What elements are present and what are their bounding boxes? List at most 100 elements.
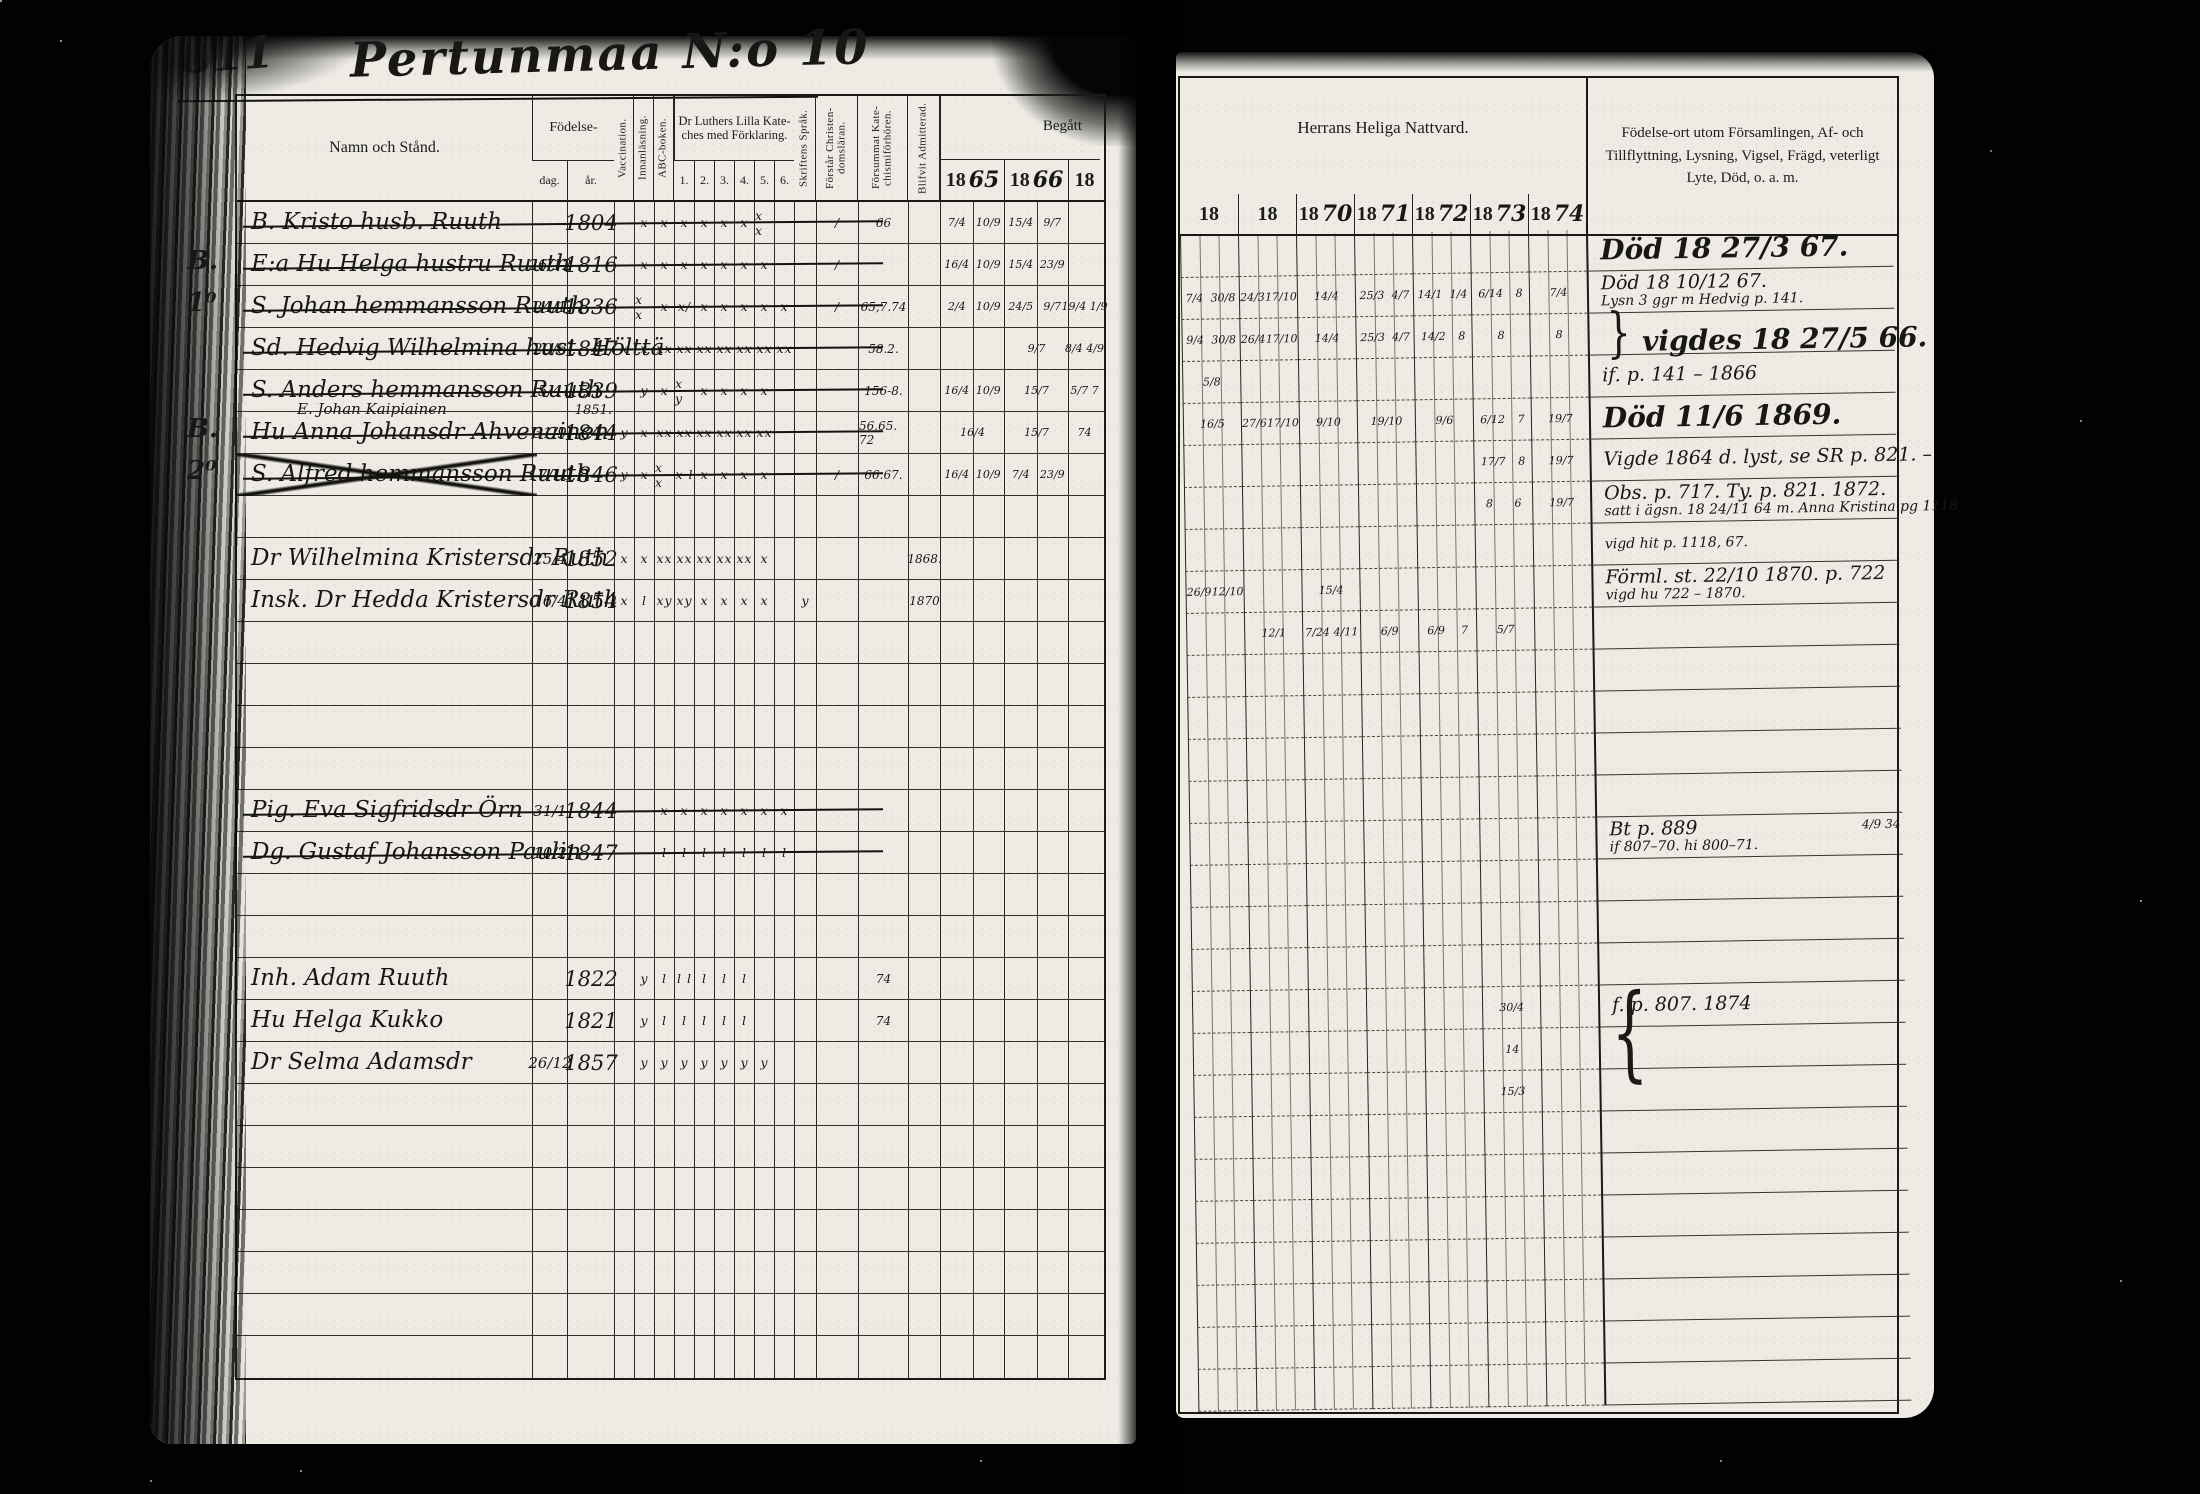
cell-mark-3: xy xyxy=(674,580,694,621)
cell-year-y65 xyxy=(940,1294,1004,1335)
kateches-sub-3: 3. xyxy=(714,160,734,200)
cell-mark-6: x xyxy=(734,286,754,327)
cell-mark-3 xyxy=(674,1084,694,1125)
cell-mark-3: l xyxy=(674,832,694,873)
cell-year-y18 xyxy=(1068,916,1100,957)
year-header-18: 18 xyxy=(1199,202,1219,225)
cell-birth-year xyxy=(567,916,614,957)
cell-note xyxy=(1594,770,1903,818)
cell-birth-day xyxy=(532,1210,567,1251)
cell-communion-5 xyxy=(1469,230,1529,274)
strike-cross xyxy=(237,454,537,496)
cell-mark-6: xx xyxy=(734,328,754,369)
cell-communion-4 xyxy=(1423,987,1483,1031)
cell-mark-6 xyxy=(734,874,754,915)
cell-mark-0: x xyxy=(614,538,634,579)
cell-note xyxy=(1593,728,1902,776)
cell-admitterad xyxy=(908,454,940,495)
cell-mark-0 xyxy=(614,874,634,915)
cell-mark-5: xx xyxy=(714,328,734,369)
cell-forsummat: 74 xyxy=(858,1000,908,1041)
cell-mark-5: x xyxy=(714,790,734,831)
cell-communion-1 xyxy=(1252,1158,1312,1201)
cell-birth-year xyxy=(567,1126,614,1167)
cell-communion-2 xyxy=(1313,1367,1373,1411)
table-row: B. Kristo husb. Ruuth 1804 x x x x x x x x/66 7/4… xyxy=(237,202,1104,244)
cell-mark-0 xyxy=(614,748,634,789)
cell-year-y18 xyxy=(1068,580,1100,621)
cell-year-y66 xyxy=(1004,538,1068,579)
cell-communion-1 xyxy=(1251,1116,1311,1159)
cell-communion-0: 7/4 30/8 xyxy=(1180,277,1240,320)
cell-mark-2 xyxy=(654,1336,674,1378)
cell-forsummat xyxy=(858,244,908,285)
cell-skrift xyxy=(794,706,816,747)
cell-communion-6 xyxy=(1541,1069,1600,1113)
cell-communion-0 xyxy=(1195,1200,1254,1244)
cell-mark-4: l xyxy=(694,832,714,873)
cell-communion-6 xyxy=(1539,985,1599,1029)
cell-mark-5: l xyxy=(714,832,734,873)
cell-mark-7 xyxy=(754,916,774,957)
margin-note: 4/9 34 xyxy=(1861,816,1901,832)
cell-admitterad xyxy=(908,748,940,789)
cell-communion-2 xyxy=(1302,653,1362,697)
cell-mark-4: xx xyxy=(694,328,714,369)
col-header-birth-day: dag. xyxy=(532,160,567,200)
cell-year-y66 xyxy=(1004,496,1068,537)
cell-communion-4 xyxy=(1427,1239,1487,1283)
cell-year-y66 xyxy=(1004,874,1068,915)
table-row xyxy=(237,1336,1104,1378)
cell-year-y65 xyxy=(940,1252,1004,1293)
cell-admitterad xyxy=(908,790,940,831)
note-text: Död 18 10/12 67. xyxy=(1600,269,1768,294)
cell-mark-2: xy xyxy=(654,580,674,621)
cell-mark-7: xx xyxy=(754,328,774,369)
cell-communion-1 xyxy=(1249,948,1308,991)
cell-year-y66: 24/5 9/7 xyxy=(1004,286,1068,327)
cell-year-y65 xyxy=(940,1168,1004,1209)
cell-communion-2 xyxy=(1295,233,1355,277)
cell-mark-7: x x xyxy=(754,202,774,243)
cell-communion-3 xyxy=(1361,736,1421,780)
cell-mark-2 xyxy=(654,1294,674,1335)
left-table-body: B. Kristo husb. Ruuth 1804 x x x x x x x x/66 7/4… xyxy=(187,202,1107,1378)
cell-communion-2: 9/10 xyxy=(1298,401,1358,445)
cell-communion-6 xyxy=(1535,691,1594,735)
cell-mark-8 xyxy=(774,748,794,789)
cell-note xyxy=(1603,1358,1912,1406)
cell-note: Död 18 27/3 67. xyxy=(1585,224,1894,272)
cell-year-y66 xyxy=(1004,1168,1068,1209)
cell-birth-day xyxy=(532,706,567,747)
cell-communion-0 xyxy=(1194,1158,1254,1202)
table-row: Dr Selma Adamsdr 26/12 1857 y y y y y y y xyxy=(237,1042,1104,1084)
communion-header: Herrans Heliga Nattvard. xyxy=(1297,118,1469,137)
cell-mark-8 xyxy=(774,580,794,621)
cell-mark-6 xyxy=(734,1126,754,1167)
cell-skrift xyxy=(794,1252,816,1293)
cell-mark-6: y xyxy=(734,1042,754,1083)
cell-year-y18 xyxy=(1068,1126,1100,1167)
cell-communion-6 xyxy=(1532,523,1592,567)
cell-communion-3 xyxy=(1363,820,1422,864)
cell-skrift xyxy=(794,1168,816,1209)
note-text: Död 11/6 1869. xyxy=(1602,397,1842,435)
cell-mark-2 xyxy=(654,496,674,537)
cell-mark-1: x x xyxy=(634,286,654,327)
cell-mark-7 xyxy=(754,622,774,663)
cell-mark-5 xyxy=(714,1336,734,1378)
cell-admitterad xyxy=(908,622,940,663)
cell-mark-2: l xyxy=(654,832,674,873)
cell-mark-4 xyxy=(694,1336,714,1378)
cell-mark-4 xyxy=(694,1126,714,1167)
cell-communion-5: 14 xyxy=(1482,1028,1542,1072)
cell-mark-6 xyxy=(734,1168,754,1209)
cell-birth-day: 25/4 xyxy=(532,538,567,579)
cell-note: Död 11/6 1869. xyxy=(1588,392,1897,440)
cell-communion-5 xyxy=(1475,566,1534,610)
cell-communion-1 xyxy=(1249,990,1309,1033)
cell-mark-1 xyxy=(634,706,654,747)
cell-note xyxy=(1599,1106,1908,1154)
cell-forsummat xyxy=(858,496,908,537)
cell-mark-8 xyxy=(774,916,794,957)
